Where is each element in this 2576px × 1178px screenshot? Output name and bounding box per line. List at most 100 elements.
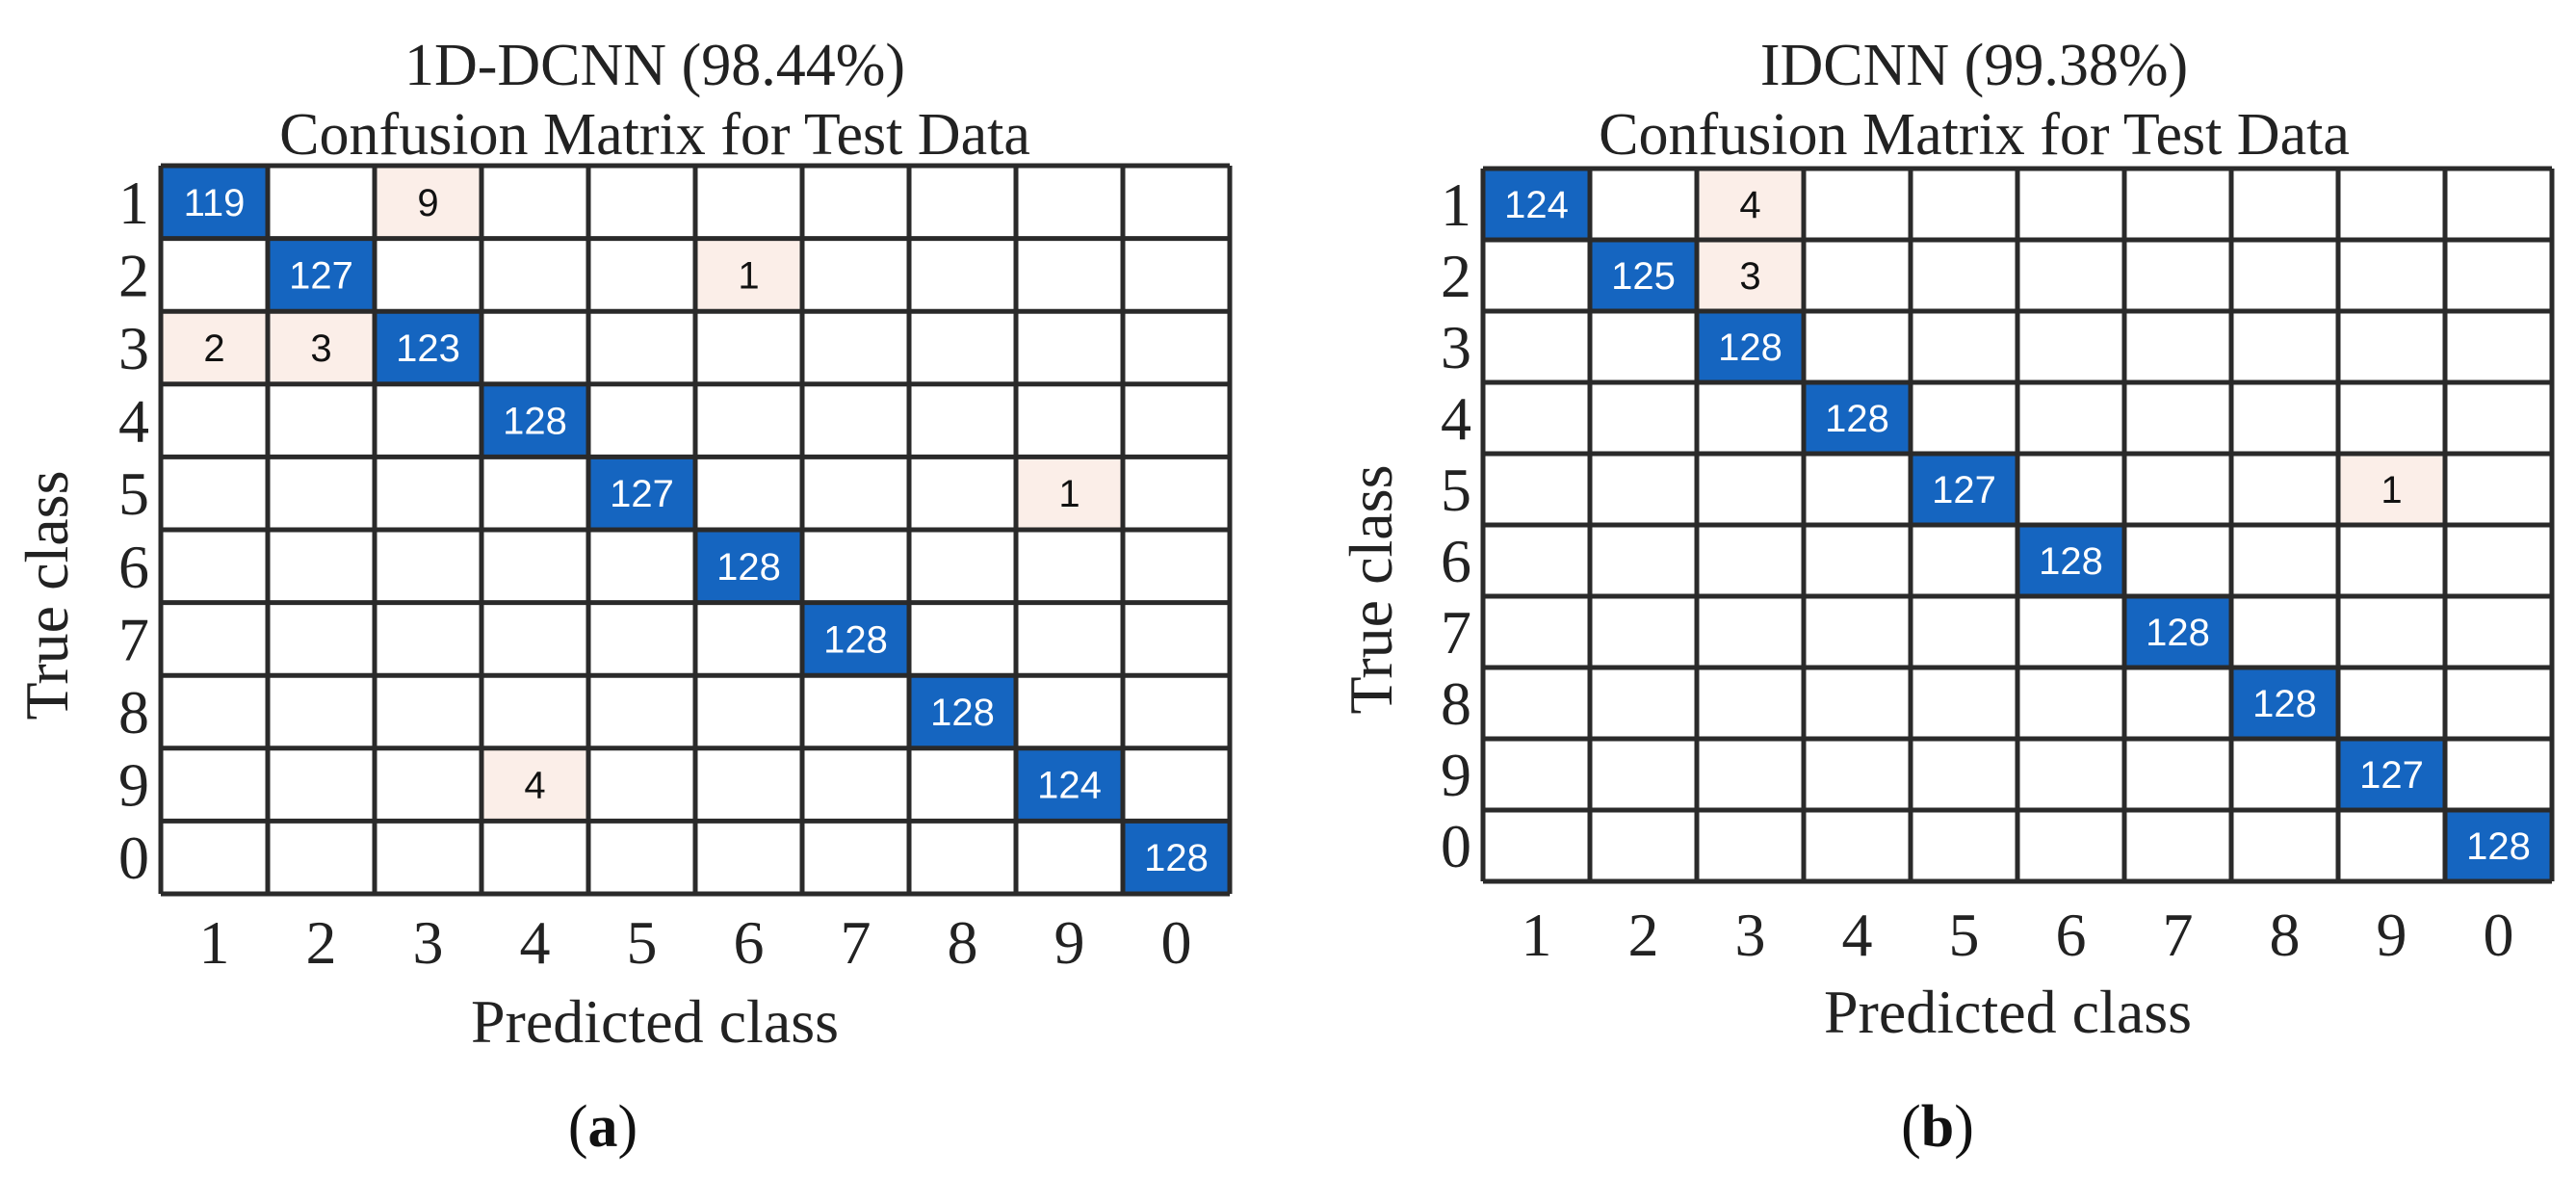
cell-value-b-2-2: 125 bbox=[1611, 255, 1676, 298]
y-tick-a: 3 bbox=[118, 314, 149, 382]
x-tick-a: 4 bbox=[520, 908, 551, 977]
cell-a-2-2 bbox=[268, 238, 375, 312]
y-tick-a: 9 bbox=[118, 751, 149, 820]
cell-b-2-3 bbox=[1697, 240, 1804, 311]
cell-a-8-8 bbox=[909, 675, 1016, 748]
y-tick-a: 5 bbox=[118, 459, 149, 528]
x-tick-b: 1 bbox=[1522, 901, 1552, 969]
x-tick-a: 3 bbox=[413, 908, 444, 977]
cell-value-a-4-4: 128 bbox=[503, 401, 567, 443]
cell-a-3-1 bbox=[161, 311, 268, 384]
cell-b-3-3 bbox=[1697, 311, 1804, 382]
cell-value-b-0-0: 128 bbox=[2466, 825, 2531, 868]
y-tick-a: 8 bbox=[118, 678, 149, 746]
cell-value-a-3-1: 2 bbox=[203, 327, 224, 370]
cell-value-b-8-8: 128 bbox=[2252, 683, 2317, 725]
x-axis-label-a: Predicted class bbox=[471, 987, 839, 1056]
cell-a-3-3 bbox=[375, 311, 481, 384]
x-axis-label-b: Predicted class bbox=[1824, 978, 2192, 1046]
x-tick-a: 1 bbox=[199, 908, 230, 977]
cell-value-a-9-4: 4 bbox=[524, 765, 545, 807]
matrix-title-a: Confusion Matrix for Test Data bbox=[279, 102, 1030, 168]
x-tick-b: 3 bbox=[1735, 901, 1766, 969]
cell-a-9-4 bbox=[481, 747, 588, 822]
y-tick-a: 4 bbox=[118, 387, 149, 456]
cell-b-9-9 bbox=[2338, 739, 2445, 810]
cell-a-7-7 bbox=[802, 602, 909, 676]
cell-value-a-2-6: 1 bbox=[738, 254, 759, 297]
panel-label-a: (a) bbox=[568, 1094, 637, 1160]
y-tick-b: 8 bbox=[1441, 669, 1471, 738]
cell-value-a-3-3: 123 bbox=[396, 327, 460, 370]
panel-label-b: (b) bbox=[1901, 1094, 1974, 1160]
cell-value-a-1-3: 9 bbox=[417, 182, 438, 224]
cell-a-9-9 bbox=[1016, 747, 1123, 822]
cell-b-5-5 bbox=[1911, 454, 2017, 525]
y-tick-b: 1 bbox=[1441, 170, 1471, 239]
x-tick-b: 0 bbox=[2484, 901, 2514, 969]
confusion-matrix-b: IDCNN (99.38%) Confusion Matrix for Test… bbox=[1337, 33, 2555, 1160]
cell-b-7-7 bbox=[2124, 596, 2231, 668]
cell-a-3-2 bbox=[268, 311, 375, 384]
x-tick-b: 6 bbox=[2056, 901, 2087, 969]
grid-b bbox=[1480, 166, 2555, 884]
y-tick-a: 2 bbox=[118, 241, 149, 309]
cell-value-b-1-1: 124 bbox=[1504, 184, 1569, 226]
x-tick-b: 4 bbox=[1842, 901, 1873, 969]
cell-a-5-5 bbox=[588, 457, 695, 530]
cell-value-b-5-5: 127 bbox=[1932, 469, 1996, 511]
cell-b-5-9 bbox=[2338, 454, 2445, 525]
cell-value-a-0-0: 128 bbox=[1144, 837, 1209, 879]
cell-value-b-4-4: 128 bbox=[1825, 398, 1889, 440]
cell-b-1-3 bbox=[1697, 169, 1804, 240]
x-tick-b: 7 bbox=[2163, 901, 2194, 969]
panel-letter-a: a bbox=[588, 1094, 618, 1160]
cell-a-0-0 bbox=[1123, 821, 1230, 894]
cell-value-b-2-3: 3 bbox=[1739, 255, 1760, 298]
cell-b-1-1 bbox=[1483, 169, 1590, 240]
cell-a-4-4 bbox=[481, 383, 588, 458]
cell-value-b-1-3: 4 bbox=[1739, 184, 1760, 226]
x-tick-a: 7 bbox=[841, 908, 872, 977]
cell-b-0-0 bbox=[2445, 810, 2552, 881]
y-tick-b: 7 bbox=[1441, 598, 1471, 667]
cell-a-5-9 bbox=[1016, 457, 1123, 530]
x-tick-a: 5 bbox=[627, 908, 658, 977]
y-tick-b: 6 bbox=[1441, 527, 1471, 595]
cell-value-a-7-7: 128 bbox=[823, 618, 888, 661]
y-tick-a: 0 bbox=[118, 824, 149, 892]
y-tick-a: 6 bbox=[118, 533, 149, 601]
cell-value-b-3-3: 128 bbox=[1718, 327, 1782, 369]
x-tick-a: 2 bbox=[306, 908, 337, 977]
model-title-b: IDCNN (99.38%) bbox=[1760, 33, 2188, 98]
y-tick-b: 2 bbox=[1441, 242, 1471, 310]
cell-value-b-9-9: 127 bbox=[2359, 754, 2424, 797]
cell-b-2-2 bbox=[1590, 240, 1697, 311]
y-tick-b: 9 bbox=[1441, 741, 1471, 809]
x-tick-a: 9 bbox=[1054, 908, 1085, 977]
cell-value-a-5-5: 127 bbox=[610, 473, 674, 515]
cell-b-6-6 bbox=[2017, 525, 2124, 596]
x-tick-b: 5 bbox=[1949, 901, 1980, 969]
grid-a bbox=[158, 163, 1233, 897]
cell-value-a-5-9: 1 bbox=[1058, 473, 1080, 515]
y-axis-label-b: True class bbox=[1337, 465, 1405, 715]
cell-value-a-3-2: 3 bbox=[310, 327, 331, 370]
y-tick-a: 7 bbox=[118, 605, 149, 673]
y-tick-b: 5 bbox=[1441, 456, 1471, 524]
cell-value-b-6-6: 128 bbox=[2039, 540, 2103, 583]
cell-a-1-1 bbox=[161, 166, 268, 239]
cell-value-a-2-2: 127 bbox=[289, 254, 353, 297]
cell-a-1-3 bbox=[375, 166, 481, 239]
y-tick-a: 1 bbox=[118, 169, 149, 237]
cells-b: 124 4 125 3 128 128 127 1 128 128 128 127 128 bbox=[1483, 169, 2552, 881]
cell-value-b-5-9: 1 bbox=[2381, 469, 2402, 511]
cell-b-4-4 bbox=[1804, 382, 1911, 454]
x-tick-b: 8 bbox=[2270, 901, 2301, 969]
x-tick-a: 8 bbox=[948, 908, 978, 977]
x-tick-a: 6 bbox=[734, 908, 765, 977]
model-title-a: 1D-DCNN (98.44%) bbox=[404, 33, 905, 98]
